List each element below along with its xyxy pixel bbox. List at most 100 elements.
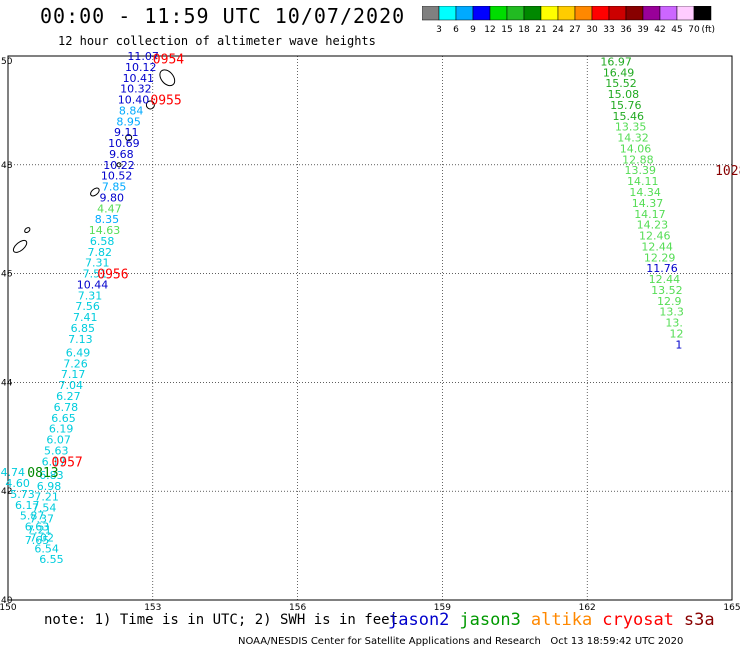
colorbar-swatch [608, 6, 627, 21]
pass-time-label: 0954 [153, 53, 184, 68]
wave-height-label: 4.47 [97, 202, 122, 215]
wave-height-label: 10.41 [123, 72, 155, 85]
wave-height-label: 12.46 [639, 230, 671, 243]
wave-height-label: 10.22 [103, 159, 135, 172]
wave-height-label: 10.44 [77, 278, 109, 291]
wave-height-label: 11.76 [646, 262, 678, 275]
y-tick-label: 44 [1, 378, 13, 388]
y-tick-label: 42 [1, 487, 12, 497]
wave-height-label: 9.11 [114, 126, 139, 139]
wave-height-label: 7.02 [30, 531, 55, 544]
wave-height-label: 15.08 [608, 88, 640, 101]
wave-height-label: 4.60 [5, 477, 30, 490]
colorbar-tick-label: 30 [586, 25, 598, 35]
wave-height-label: 7.26 [63, 357, 88, 370]
wave-height-label: 14.17 [634, 208, 666, 221]
colorbar-swatch [422, 6, 440, 21]
wave-height-label: 16.49 [603, 66, 635, 79]
island-outline [145, 100, 155, 110]
wave-height-label: 13.39 [625, 164, 657, 177]
colorbar-tick-label: 70 [688, 25, 700, 35]
satellite-legend-entry: cryosat [602, 610, 674, 630]
wave-height-label: 10.12 [125, 61, 157, 74]
wave-height-label: 9.80 [100, 191, 125, 204]
x-tick-label: 165 [723, 603, 740, 610]
wave-height-label: 7.54 [32, 502, 57, 515]
colorbar-unit: (ft) [701, 25, 715, 35]
units-note: note: 1) Time is in UTC; 2) SWH is in fe… [44, 612, 399, 628]
y-tick-label: 40 [1, 596, 13, 606]
satellite-legend-entry: jason3 [459, 610, 521, 630]
island-outline [90, 187, 100, 197]
wave-height-label: 14.32 [617, 132, 649, 145]
wave-height-label: 10.40 [118, 94, 150, 107]
plot-frame [7, 55, 733, 601]
colorbar-swatch [557, 6, 576, 21]
x-tick-label: 162 [579, 603, 596, 610]
wave-height-label: 6.17 [15, 499, 40, 512]
pass-time-label: 0955 [150, 94, 181, 109]
wave-height-label: 7.82 [87, 246, 112, 259]
x-tick-label: 153 [144, 603, 161, 610]
pass-time-label: 1028 [715, 164, 740, 179]
colorbar-swatch [455, 6, 474, 21]
y-tick-label: 50 [1, 57, 13, 67]
colorbar-swatch [625, 6, 644, 21]
wave-height-label: 7.85 [102, 181, 127, 194]
wave-height-label: 7.65 [25, 534, 50, 547]
wave-height-label: 12.88 [622, 153, 654, 166]
wave-height-label: 7.41 [73, 311, 98, 324]
colorbar-tick-label: 12 [484, 25, 495, 35]
wave-height-label: 14.63 [89, 224, 121, 237]
y-tick-label: 46 [1, 270, 13, 280]
colorbar-tick-label: 39 [637, 25, 649, 35]
wave-height-label: 6.07 [46, 434, 71, 447]
wave-height-label: 12.44 [641, 240, 673, 253]
wave-height-label: 12.9 [657, 295, 682, 308]
wave-height-label: 6.49 [66, 346, 91, 359]
wave-height-label: 12.44 [649, 273, 681, 286]
satellite-legend-entry: s3a [683, 610, 715, 630]
wave-height-label: 7.04 [58, 379, 83, 392]
wave-height-label: 16.97 [600, 55, 632, 68]
colorbar-tick-label: 42 [654, 25, 665, 35]
colorbar-tick-label: 3 [436, 25, 442, 35]
wave-height-label: 14.06 [620, 142, 652, 155]
island-outline [116, 162, 122, 168]
colorbar-swatch [523, 6, 542, 21]
wave-height-label: 12 [669, 327, 683, 340]
colorbar-swatch [591, 6, 610, 21]
pass-time-label: 0813 [27, 466, 58, 481]
y-tick-label: 48 [1, 161, 13, 171]
colorbar-tick-label: 6 [453, 25, 459, 35]
wave-height-label: 15.76 [610, 99, 642, 112]
map-chart: 150 153 156 159 162 165 40 42 44 46 48 50 11.0710.12… [0, 50, 740, 610]
wave-height-label: 6.54 [34, 542, 59, 555]
island-outline [159, 69, 176, 87]
wave-height-label: 6.19 [49, 423, 74, 436]
colorbar-tick-label: 21 [535, 25, 546, 35]
wave-height-label: 6.58 [90, 235, 115, 248]
colorbar-tick-label: 18 [518, 25, 530, 35]
credit-line: NOAA/NESDIS Center for Satellite Applica… [238, 636, 684, 647]
wave-height-label: 7.37 [30, 512, 55, 525]
wave-height-label: 6.17 [42, 455, 67, 468]
x-tick-label: 156 [289, 603, 306, 610]
colorbar-swatch [693, 6, 712, 21]
wave-height-label: 9.68 [109, 148, 134, 161]
colorbar-swatch [438, 6, 457, 21]
wave-height-label: 7.13 [68, 333, 93, 346]
satellite-legend-entry: altika [530, 610, 593, 630]
wave-height-label: 13. [665, 317, 683, 330]
colorbar-tick-label: 15 [501, 25, 512, 35]
colorbar-swatch [659, 6, 678, 21]
satellite-legend: jason2 jason3 altika cryosat s3a [388, 610, 725, 630]
wave-height-label: 13.3 [659, 306, 684, 319]
colorbar-legend: 3 6 9 12 15 18 21 24 27 30 33 36 39 42 45 70 (ft) [422, 6, 715, 35]
wave-height-label: 14.34 [629, 186, 661, 199]
colorbar-tick-label: 33 [603, 25, 614, 35]
wave-height-label: 14.37 [632, 197, 664, 210]
wave-height-label: 7.31 [85, 257, 110, 270]
colorbar-swatch [676, 6, 695, 21]
chart-subtitle: 12 hour collection of altimeter wave hei… [58, 34, 376, 48]
